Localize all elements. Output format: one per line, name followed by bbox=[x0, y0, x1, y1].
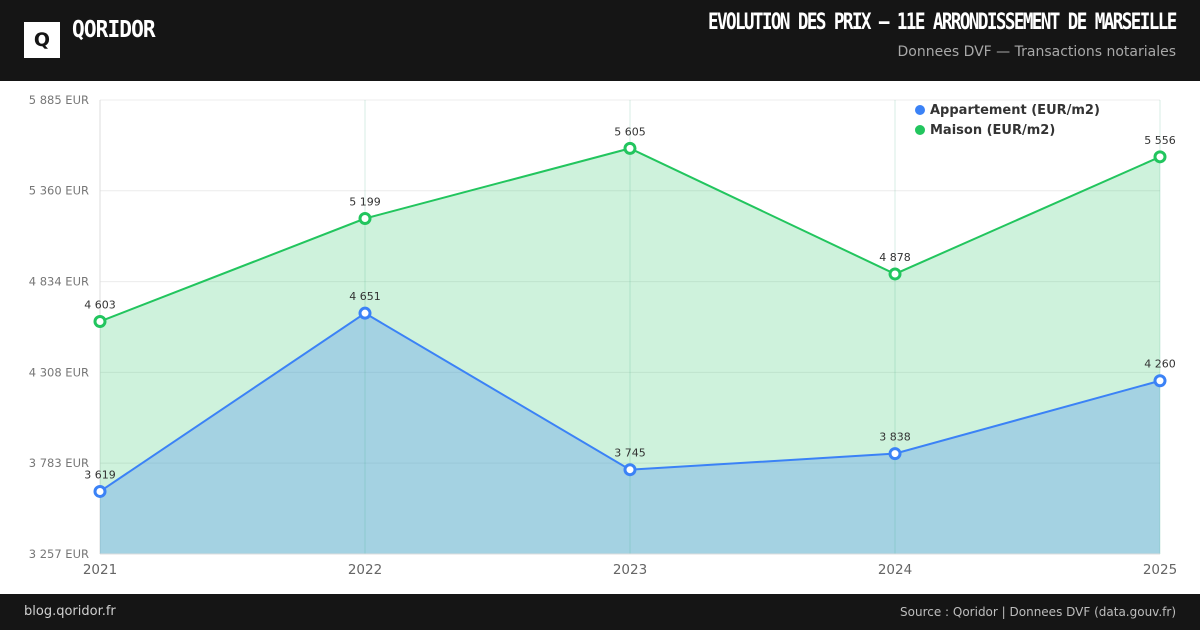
chart-subtitle: Donnees DVF — Transactions notariales bbox=[897, 44, 1177, 60]
legend-swatch-maison bbox=[915, 125, 925, 135]
data-point-appartement bbox=[358, 306, 372, 320]
data-label-appartement: 4 260 bbox=[1144, 358, 1176, 371]
y-tick-label: 3 783 EUR bbox=[29, 456, 89, 470]
legend-label-appartement: Appartement (EUR/m2) bbox=[930, 102, 1100, 118]
legend-swatch-appartement bbox=[915, 105, 925, 115]
data-label-maison: 5 605 bbox=[614, 125, 646, 138]
x-tick-label: 2022 bbox=[348, 562, 382, 578]
data-label-appartement: 3 619 bbox=[84, 468, 116, 481]
x-tick-label: 2024 bbox=[878, 562, 912, 578]
y-tick-label: 4 834 EUR bbox=[29, 275, 89, 289]
data-label-appartement: 3 838 bbox=[879, 431, 911, 444]
brand-name[interactable]: QORIDOR bbox=[72, 17, 156, 43]
data-label-appartement: 3 745 bbox=[614, 447, 646, 460]
legend-item-appartement[interactable]: Appartement (EUR/m2) bbox=[915, 100, 1100, 120]
data-point-maison bbox=[1153, 150, 1167, 164]
data-point-maison bbox=[623, 141, 637, 155]
y-tick-label: 3 257 EUR bbox=[29, 547, 89, 561]
data-point-appartement bbox=[888, 447, 902, 461]
chart-area: 3 257 EUR 3 783 EUR 4 308 EUR 4 834 EUR 5 36… bbox=[0, 81, 1200, 594]
header-bar: Q QORIDOR EVOLUTION DES PRIX — 11E ARRON… bbox=[0, 0, 1200, 81]
x-tick-label: 2021 bbox=[83, 562, 117, 578]
logo[interactable]: Q bbox=[24, 22, 60, 58]
data-label-maison: 5 199 bbox=[349, 196, 381, 209]
data-point-appartement bbox=[93, 484, 107, 498]
chart-title: EVOLUTION DES PRIX — 11E ARRONDISSEMENT … bbox=[708, 10, 1177, 35]
y-tick-label: 5 885 EUR bbox=[29, 93, 89, 107]
legend: Appartement (EUR/m2) Maison (EUR/m2) bbox=[915, 100, 1100, 140]
data-point-appartement bbox=[1153, 374, 1167, 388]
x-tick-label: 2023 bbox=[613, 562, 647, 578]
line-chart: 3 257 EUR 3 783 EUR 4 308 EUR 4 834 EUR 5 36… bbox=[29, 93, 1177, 578]
logo-letter: Q bbox=[33, 29, 51, 51]
y-tick-label: 5 360 EUR bbox=[29, 184, 89, 198]
footer-bar: blog.qoridor.fr Source : Qoridor | Donne… bbox=[0, 594, 1200, 630]
data-label-maison: 4 603 bbox=[84, 298, 116, 311]
footer-site-link[interactable]: blog.qoridor.fr bbox=[24, 604, 116, 619]
data-label-appartement: 4 651 bbox=[349, 290, 381, 303]
data-point-maison bbox=[888, 267, 902, 281]
data-label-maison: 5 556 bbox=[1144, 134, 1176, 147]
data-label-maison: 4 878 bbox=[879, 251, 911, 264]
data-point-maison bbox=[358, 212, 372, 226]
legend-label-maison: Maison (EUR/m2) bbox=[930, 122, 1056, 138]
legend-item-maison[interactable]: Maison (EUR/m2) bbox=[915, 120, 1100, 140]
data-point-maison bbox=[93, 314, 107, 328]
y-tick-label: 4 308 EUR bbox=[29, 365, 89, 379]
data-point-appartement bbox=[623, 463, 637, 477]
footer-source: Source : Qoridor | Donnees DVF (data.gou… bbox=[900, 605, 1176, 619]
x-tick-label: 2025 bbox=[1143, 562, 1177, 578]
area-fill-appartement bbox=[100, 313, 1160, 554]
